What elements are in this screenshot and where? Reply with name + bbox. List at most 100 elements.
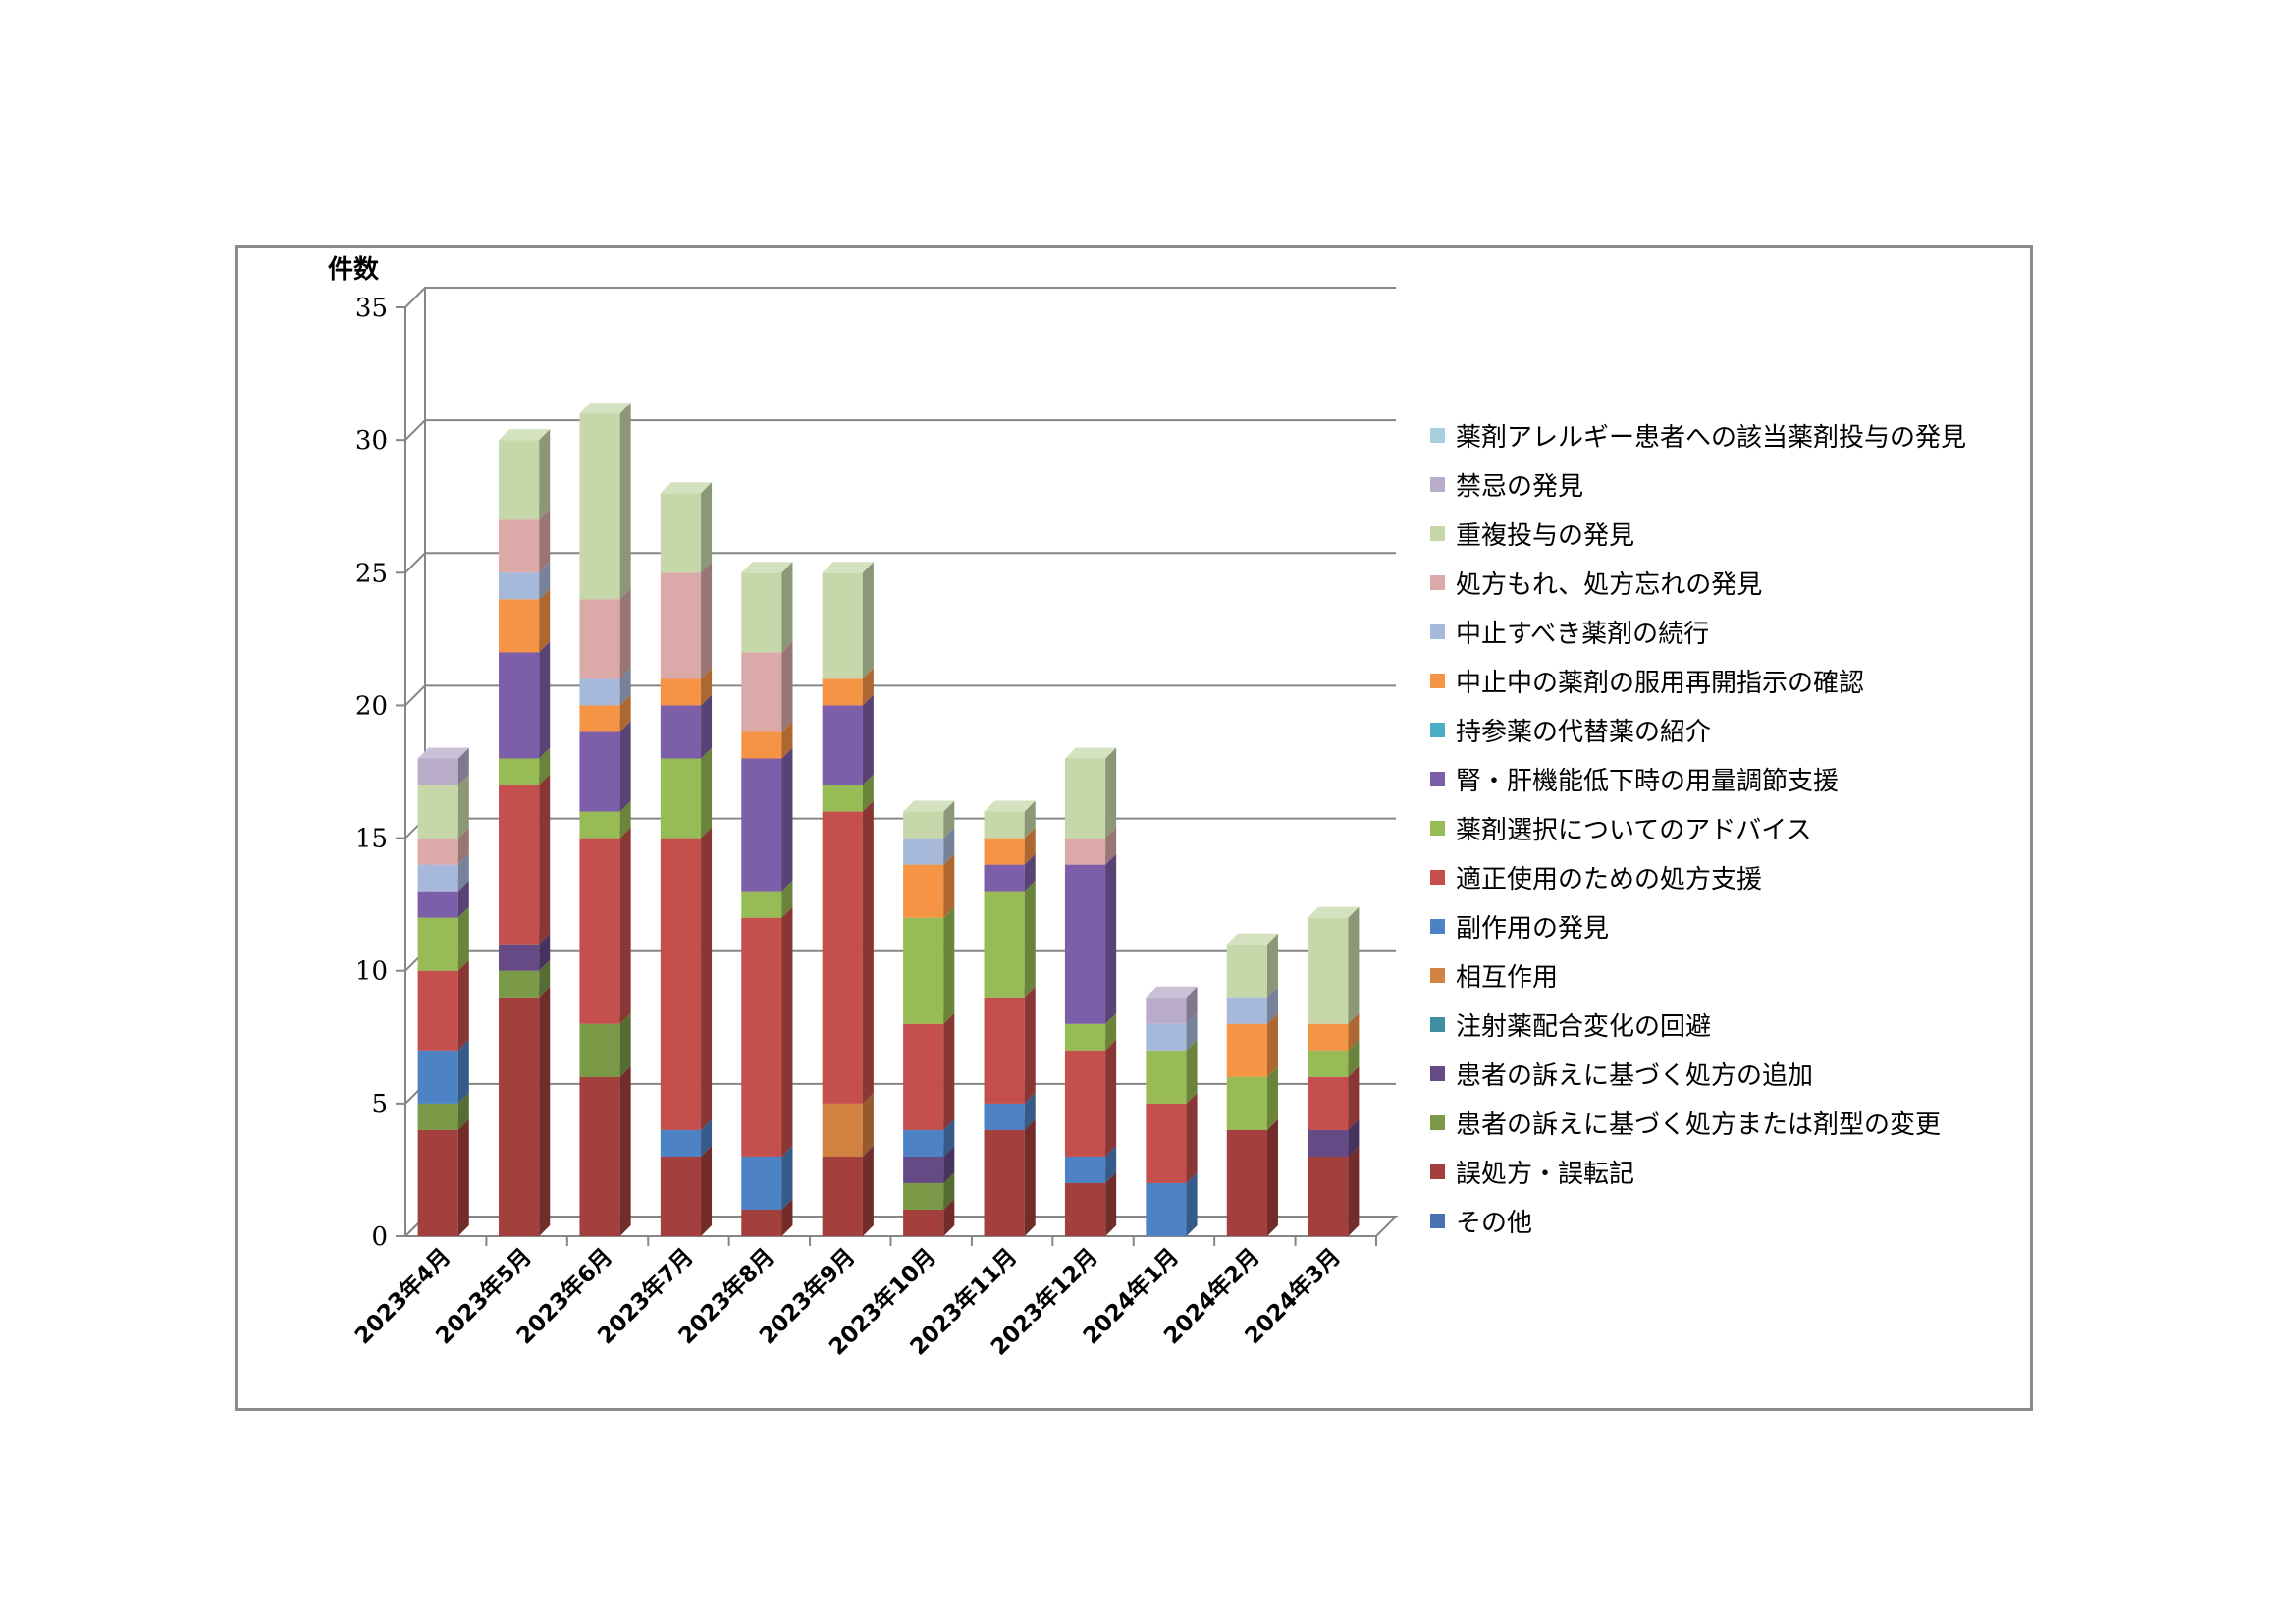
bar-segment-side	[539, 641, 551, 759]
bar-segment-front	[499, 970, 540, 998]
bar-segment-front	[417, 1103, 458, 1130]
bar-segment-front	[660, 493, 702, 573]
bar-segment-front	[1226, 1023, 1267, 1077]
bar-segment-side	[539, 774, 551, 945]
bar-segment-side	[701, 1145, 713, 1236]
legend-swatch	[1430, 723, 1445, 737]
bar-segment-side	[943, 1012, 955, 1130]
bar-segment-side	[619, 721, 631, 812]
bar-segment-front	[741, 917, 782, 1157]
bar-segment-front	[417, 864, 458, 892]
bar-segment-front	[417, 891, 458, 918]
bar-segment-side	[781, 1145, 793, 1210]
bar-segment	[499, 986, 551, 1236]
bar-segment-side	[457, 747, 469, 785]
bar-segment	[579, 403, 631, 600]
bar-segment-front	[822, 678, 863, 706]
legend-item: 薬剤選択についてのアドバイス	[1430, 816, 1811, 845]
bar-segment-front	[499, 785, 540, 945]
bar-segment-front	[660, 838, 702, 1130]
bar-segment-side	[943, 827, 955, 865]
bar-segment-front	[903, 1023, 944, 1130]
legend-label: 中止すべき薬剤の続行	[1456, 620, 1709, 649]
bar-segment-side	[1105, 1171, 1117, 1236]
bar-segment-side	[1266, 986, 1278, 1024]
bar-segment-top	[1226, 933, 1278, 945]
bar-segment	[984, 1118, 1036, 1236]
bar-segment-front	[417, 970, 458, 1051]
legend-label: 患者の訴えに基づく処方または剤型の変更	[1456, 1110, 1941, 1140]
bar-segment-side	[862, 562, 874, 679]
bar-segment-front	[579, 811, 620, 839]
bar-segment	[741, 562, 793, 653]
bar-segment-front	[1146, 1050, 1187, 1104]
bar-segment-side	[781, 721, 793, 759]
bar-segment-front	[499, 652, 540, 759]
bar-segment-side	[1186, 1039, 1198, 1104]
bar-segment	[499, 641, 551, 759]
legend-item: 患者の訴えに基づく処方の追加	[1430, 1061, 1813, 1091]
legend-label: 持参薬の代替薬の紹介	[1456, 718, 1711, 747]
bar-segment-side	[539, 986, 551, 1236]
legend-item: 中止すべき薬剤の続行	[1430, 620, 1709, 649]
bar-segment-top	[660, 482, 713, 494]
y-axis-title: 件数	[328, 255, 380, 285]
bar-segment-side	[1348, 1039, 1360, 1077]
bar-segment-front	[1226, 997, 1267, 1024]
bar-segment-front	[1308, 1076, 1349, 1130]
bar-segment-side	[539, 509, 551, 573]
y-tick-label: 35	[355, 294, 388, 323]
gridline	[404, 287, 1396, 308]
legend-label: 中止中の薬剤の服用再開指示の確認	[1456, 669, 1864, 698]
bar-segment-side	[862, 694, 874, 785]
legend-item: 禁忌の発見	[1430, 472, 1583, 502]
bar-segment-front	[1146, 997, 1187, 1024]
bar-segment-top	[984, 800, 1036, 812]
bar-segment-front	[1308, 1050, 1349, 1077]
bar-segment	[984, 986, 1036, 1104]
bar-segment-front	[903, 864, 944, 918]
bar-segment-front	[903, 1129, 944, 1157]
bar-segment-front	[741, 652, 782, 732]
bar-segment-side	[701, 668, 713, 706]
legend-swatch	[1430, 674, 1445, 688]
bar-segment-side	[457, 774, 469, 839]
bar-segment-front	[1308, 1129, 1349, 1157]
legend-item: 適正使用のための処方支援	[1430, 865, 1762, 894]
bar-segment	[903, 800, 955, 839]
y-tick-label: 0	[371, 1222, 388, 1252]
legend-label: 誤処方・誤転記	[1456, 1160, 1634, 1189]
bar-segment	[1146, 1092, 1198, 1183]
bar-segment-side	[781, 1198, 793, 1236]
bar-segment-front	[1064, 864, 1106, 1024]
bar-segment-front	[1146, 1103, 1187, 1183]
bar-segment-front	[822, 1156, 863, 1236]
bar-segment-side	[457, 880, 469, 918]
bar-segment-side	[539, 588, 551, 653]
bar-segment-side	[943, 906, 955, 1024]
bar-segment-front	[984, 1129, 1025, 1236]
bar-segment-side	[781, 906, 793, 1157]
bar-segment-front	[984, 838, 1025, 865]
bar-segment-side	[457, 853, 469, 892]
bar-segment-front	[903, 1182, 944, 1210]
chart-frame: 0 5 10 15 20 25 30 35 2023年4月 2023年5月 2023年6月 2023年…	[235, 245, 2033, 1411]
gridline	[404, 552, 1396, 573]
bar-segment-top	[1146, 986, 1198, 998]
bar-segment-side	[1266, 1065, 1278, 1130]
bar-segment	[579, 1065, 631, 1236]
bar-segment-front	[903, 838, 944, 865]
bar-segment	[660, 827, 713, 1130]
bar-segment-front	[984, 864, 1025, 892]
bar-segment-front	[984, 891, 1025, 998]
legend-swatch	[1430, 821, 1445, 836]
bar-segment-front	[579, 1023, 620, 1077]
legend-item: 中止中の薬剤の服用再開指示の確認	[1430, 669, 1864, 698]
y-tick-label: 30	[355, 426, 388, 456]
bar-segment	[579, 588, 631, 679]
legend-item: 相互作用	[1430, 963, 1558, 993]
bar-segment-top	[1064, 747, 1117, 759]
bar-segment-side	[1186, 1171, 1198, 1236]
bar-segment-front	[499, 519, 540, 573]
bar-segment-front	[660, 705, 702, 759]
